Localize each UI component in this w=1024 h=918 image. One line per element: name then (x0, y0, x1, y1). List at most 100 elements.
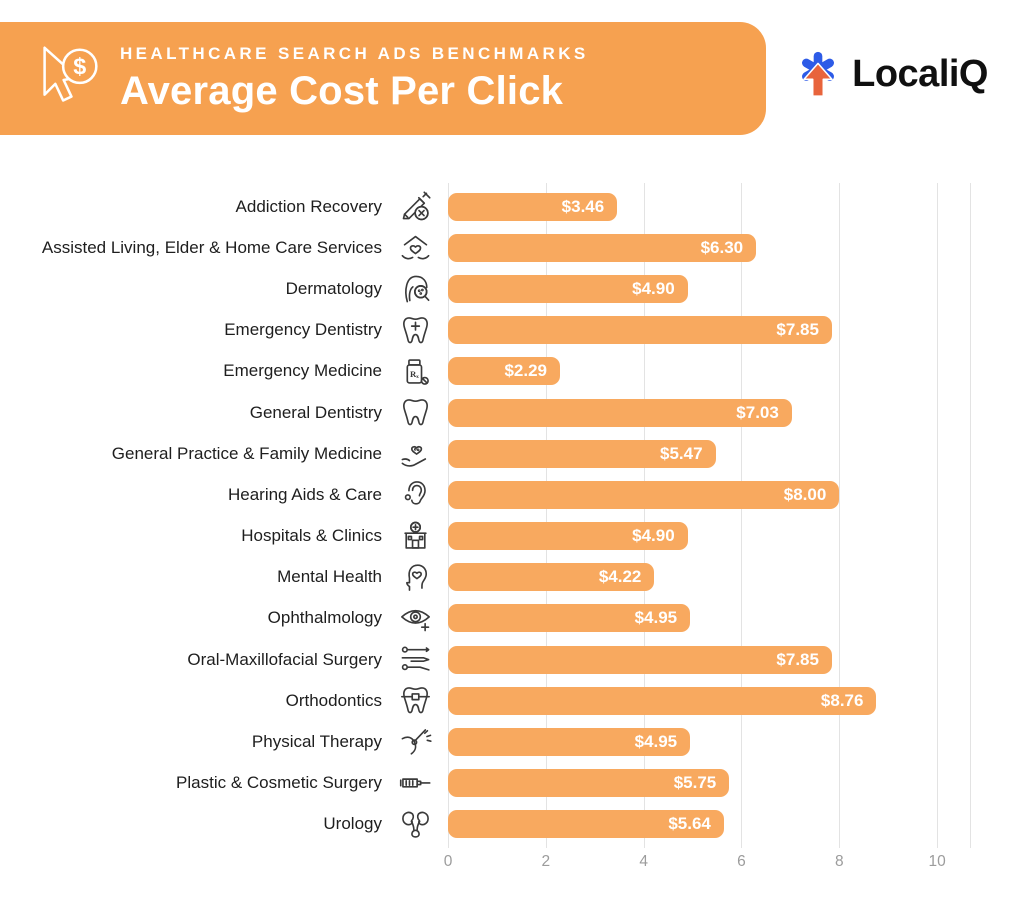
plot-area: $4.95 (448, 604, 970, 633)
category-label: Emergency Dentistry (224, 320, 382, 340)
page-title: Average Cost Per Click (120, 68, 564, 113)
bar: $5.47 (448, 439, 716, 468)
category-icon (382, 230, 448, 265)
x-tick-label: 10 (928, 853, 946, 870)
category-label: Emergency Medicine (223, 361, 382, 381)
bar-value-label: $8.76 (820, 690, 864, 710)
x-tick-label: 6 (737, 853, 746, 870)
bar: $4.90 (448, 522, 688, 551)
gridline (448, 183, 449, 848)
bar: $7.85 (448, 316, 832, 345)
tooth-icon (402, 399, 428, 426)
bar: $8.00 (448, 480, 840, 509)
bar: $8.76 (448, 686, 877, 715)
category-icon (382, 477, 448, 512)
category-label: Physical Therapy (251, 732, 382, 752)
bar-chart: Addiction Recovery $3.46 Assisted Living… (0, 183, 1024, 881)
bar: $4.22 (448, 563, 655, 592)
category-label: General Practice & Family Medicine (111, 443, 382, 463)
chart-row: Ophthalmology $4.95 (0, 598, 1024, 639)
category-label: Plastic & Cosmetic Surgery (176, 773, 382, 793)
category-label: Ophthalmology (267, 608, 382, 628)
header-eyebrow: HEALTHCARE SEARCH ADS BENCHMARKS (120, 43, 589, 63)
bar-value-label: $4.90 (632, 278, 675, 298)
category-icon (382, 766, 448, 801)
localiq-logo: LocaliQ (793, 48, 988, 100)
hand-heart-icon (401, 446, 426, 467)
syringe-crossed-icon (402, 191, 431, 221)
plot-area: $8.76 (448, 686, 970, 715)
gridline (839, 183, 841, 848)
header-banner: $ HEALTHCARE SEARCH ADS BENCHMARKS Avera… (0, 22, 766, 135)
bar: $7.03 (448, 398, 792, 427)
chart-row: Assisted Living, Elder & Home Care Servi… (0, 227, 1024, 268)
bar-value-label: $6.30 (700, 237, 744, 257)
chart-row: Hospitals & Clinics $4.90 (0, 516, 1024, 557)
chart-row: Addiction Recovery $3.46 (0, 186, 1024, 227)
category-label: Hospitals & Clinics (241, 526, 382, 546)
plot-area: $5.75 (448, 769, 970, 798)
category-icon (382, 189, 448, 224)
brand-name: LocaliQ (852, 52, 988, 95)
bar-value-label: $5.47 (659, 443, 703, 463)
eye-plus-icon (400, 609, 430, 632)
chart-row: Plastic & Cosmetic Surgery $5.75 (0, 763, 1024, 804)
bar-value-label: $4.22 (598, 567, 642, 587)
category-label: Urology (323, 814, 382, 834)
chart-row: General Dentistry $7.03 (0, 392, 1024, 433)
gridlines (448, 183, 971, 848)
category-icon (382, 271, 448, 306)
x-tick-label: 2 (541, 853, 551, 870)
plot-area: $5.64 (448, 810, 970, 839)
bar: $4.95 (448, 728, 691, 757)
bar: $3.46 (448, 192, 618, 221)
category-icon (382, 807, 448, 842)
chart-row: Mental Health $4.22 (0, 557, 1024, 598)
bar-value-label: $4.90 (632, 526, 675, 546)
category-icon (382, 436, 448, 471)
bar-value-label: $8.00 (783, 484, 827, 504)
category-icon (382, 313, 448, 348)
plot-area: $7.03 (448, 398, 970, 427)
bar: $4.90 (448, 274, 688, 303)
chart-row: Emergency Dentistry $7.85 (0, 310, 1024, 351)
plot-area: $8.00 (448, 480, 970, 509)
cursor-dollar-icon: $ (43, 45, 98, 102)
gridline (643, 183, 645, 848)
plot-area: $4.22 (448, 563, 970, 592)
hospital-building-icon (403, 521, 427, 549)
x-tick-label: 4 (639, 853, 648, 870)
chart-row: General Practice & Family Medicine $5.47 (0, 433, 1024, 474)
bar: $5.75 (448, 769, 730, 798)
category-icon (382, 560, 448, 595)
tooth-cross-icon (402, 316, 428, 343)
tooth-braces-icon (400, 687, 430, 714)
ear-icon (404, 481, 426, 506)
plot-area: $6.30 (448, 233, 970, 262)
localiq-asterisk-icon (802, 51, 835, 97)
bar-value-label: $5.75 (673, 773, 717, 793)
bar-value-label: $3.46 (561, 196, 605, 216)
bar-value-label: $7.03 (736, 402, 779, 422)
x-axis: 0 2 4 6 8 10 (444, 853, 970, 881)
plot-area: $3.46 (448, 192, 970, 221)
chart-row: Urology $5.64 (0, 804, 1024, 845)
chart-row: Hearing Aids & Care $8.00 (0, 474, 1024, 515)
chart-row: Orthodontics $8.76 (0, 680, 1024, 721)
bar: $5.64 (448, 810, 724, 839)
chart-row: Emergency Medicine Rₓ $2.29 (0, 351, 1024, 392)
category-label: Hearing Aids & Care (227, 484, 382, 504)
category-icon (382, 683, 448, 718)
category-icon (382, 519, 448, 554)
syringe-icon (399, 778, 431, 788)
home-heart-hands-icon (401, 236, 429, 260)
category-label: Mental Health (277, 567, 382, 587)
rx-bottle-icon: Rₓ (405, 359, 429, 385)
bar: $6.30 (448, 233, 757, 262)
knee-joint-icon (401, 728, 432, 755)
bar: $4.95 (448, 604, 691, 633)
plot-area: $5.47 (448, 439, 970, 468)
category-label: Dermatology (285, 278, 382, 298)
bar-value-label: $5.64 (668, 814, 711, 834)
category-icon (382, 601, 448, 636)
